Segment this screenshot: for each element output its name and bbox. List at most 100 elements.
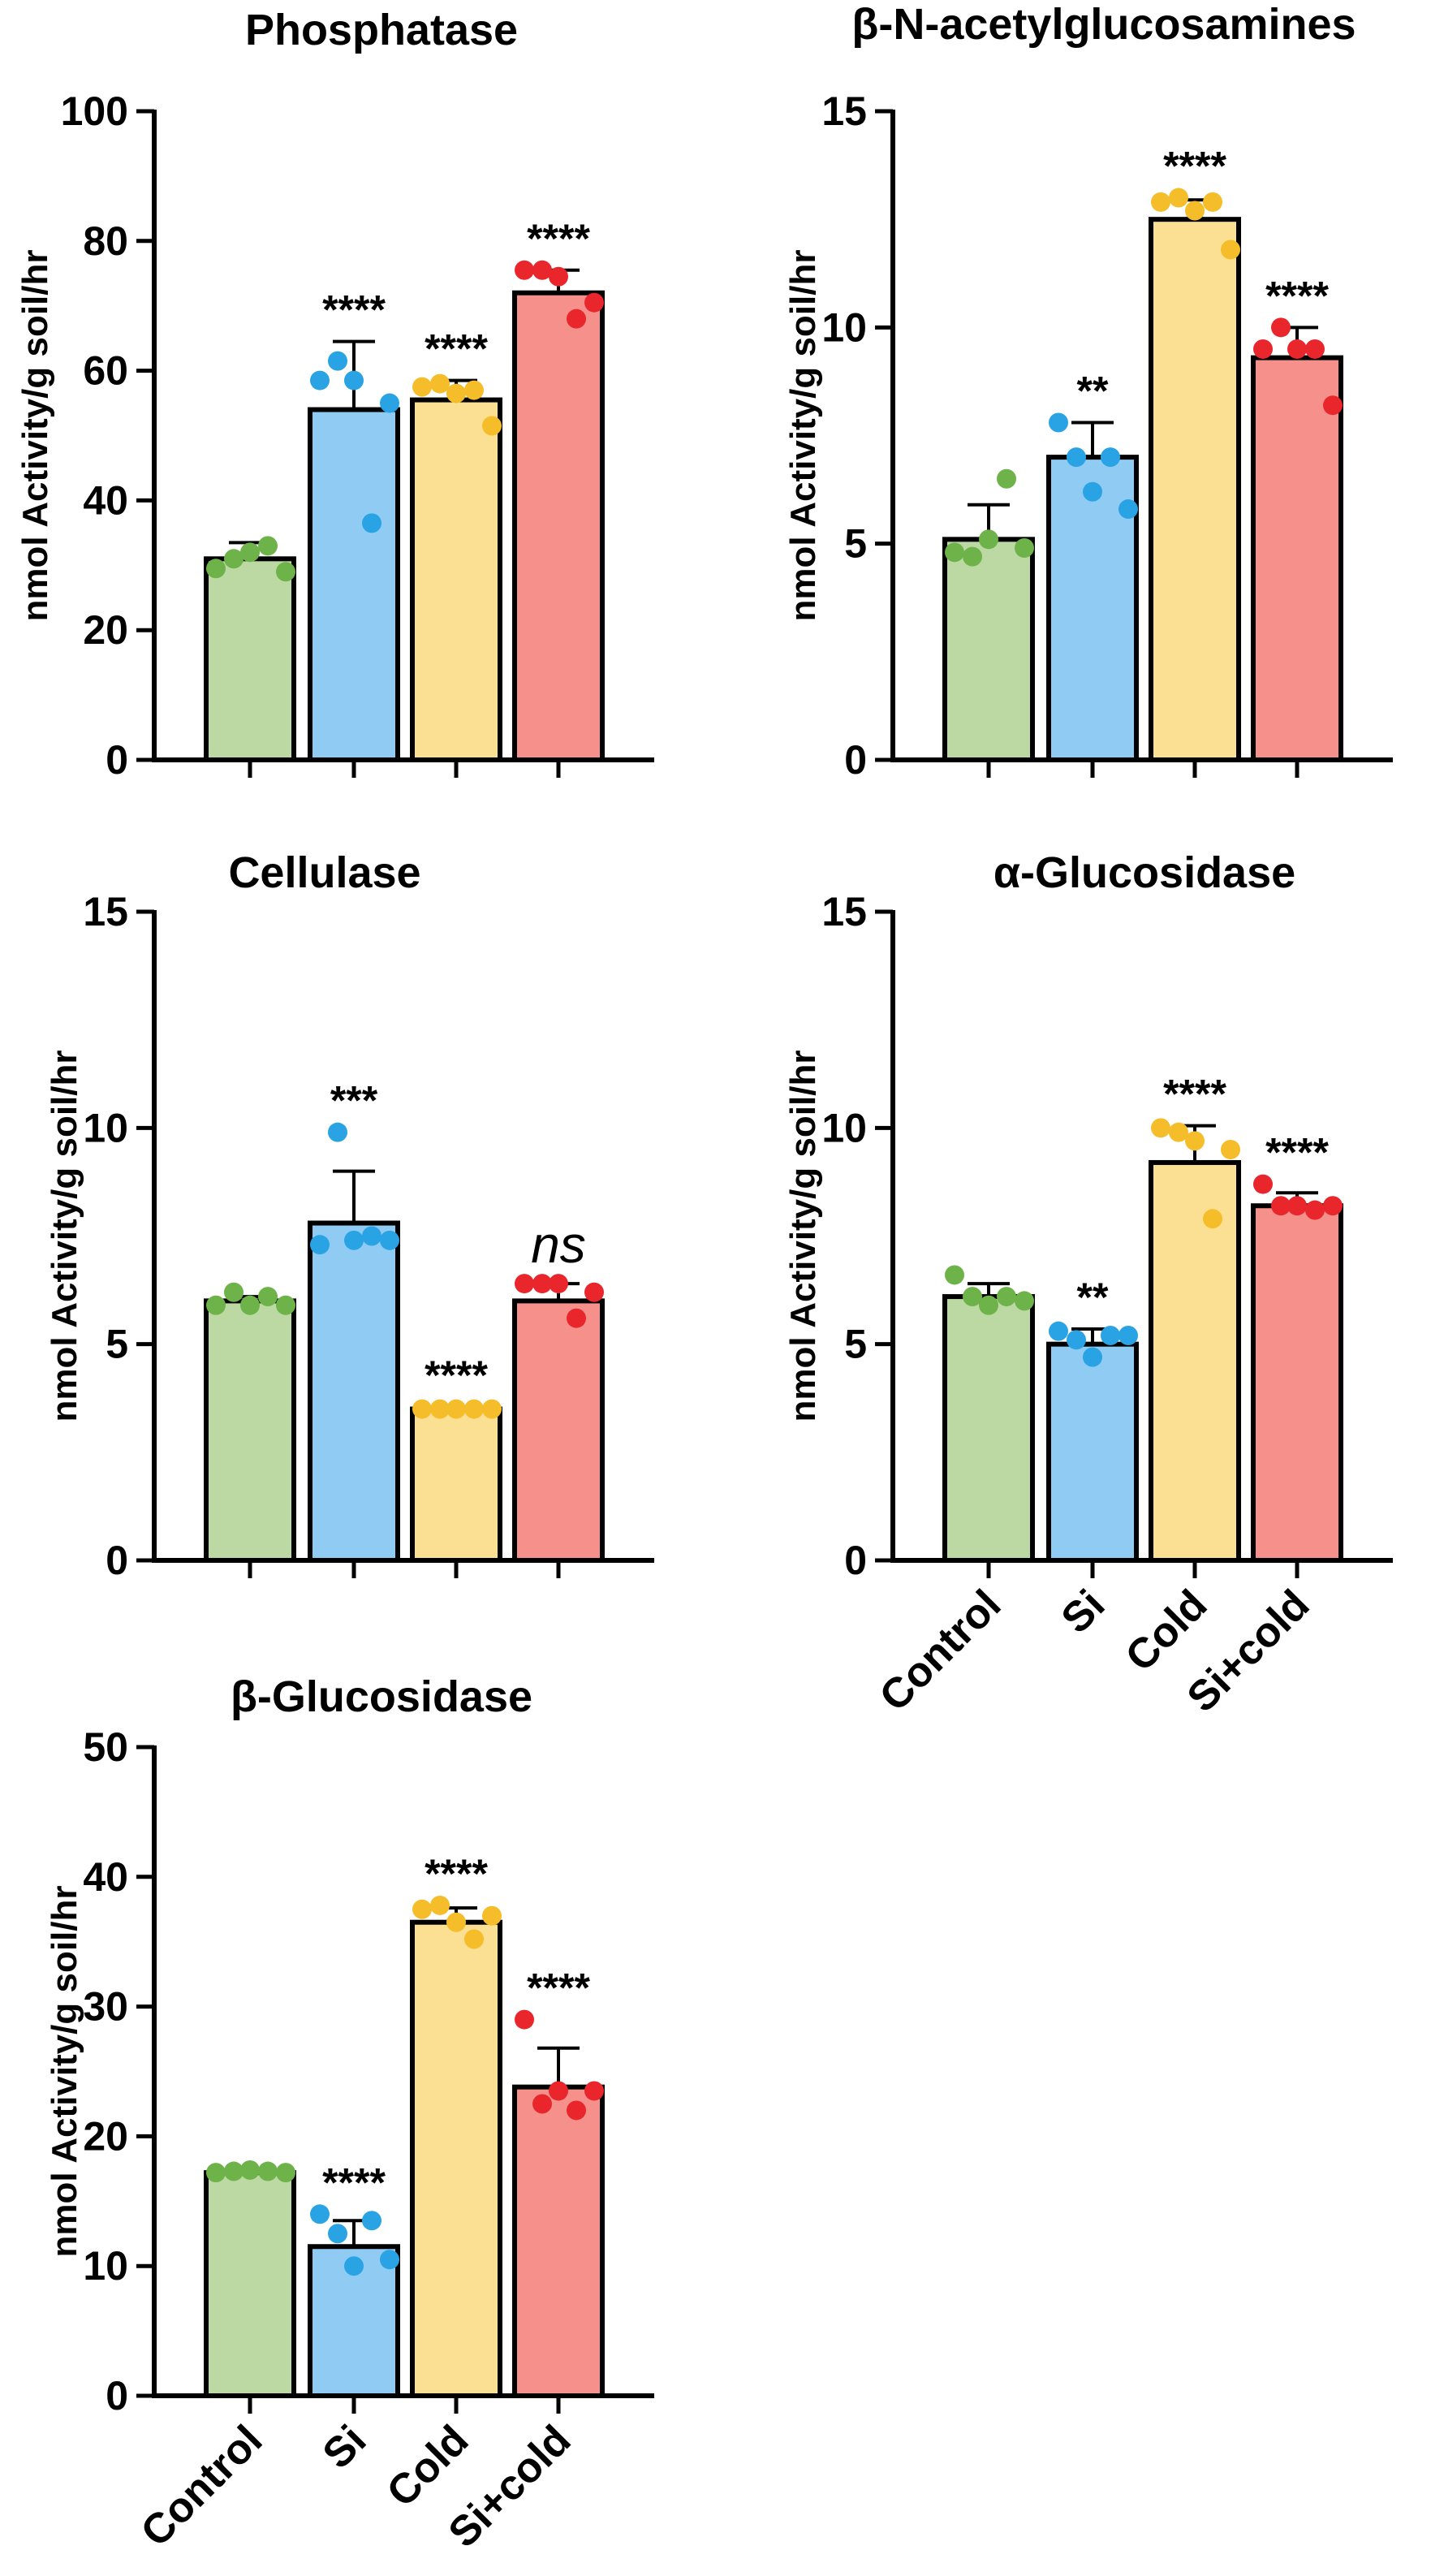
data-point [1253,1174,1273,1194]
data-point [224,2161,244,2181]
y-tick-label: 30 [83,1984,128,2030]
data-point [362,2211,381,2231]
bar-si-cold [512,2084,605,2399]
data-point [224,1282,244,1302]
x-tick-label: Control [132,2416,272,2556]
data-point [1067,1330,1086,1350]
data-point [1305,339,1325,359]
data-point [446,1912,466,1932]
y-tick-label: 60 [83,348,128,394]
bar-cold [1149,217,1241,762]
data-point [240,1295,260,1315]
significance-label: ns [531,1215,586,1274]
y-tick-label: 40 [83,1854,128,1900]
significance-label: **** [425,1851,488,1896]
data-point [380,1230,399,1250]
y-tick-label: 0 [106,2373,128,2419]
data-point [258,536,278,556]
data-point [412,1899,432,1919]
data-point [1271,1196,1291,1216]
y-axis-label: nmol Activity/g soil/hr [15,250,55,622]
data-point [430,1895,450,1915]
data-point [1067,447,1086,468]
y-tick-label: 5 [106,1322,128,1367]
data-point [412,1399,432,1419]
y-tick-label: 10 [83,1105,128,1150]
data-point [1305,1200,1325,1220]
y-tick-label: 15 [83,889,128,934]
data-point [380,2250,399,2270]
data-point [1083,481,1102,502]
data-point [549,2081,568,2101]
bar-cold [1149,1159,1241,1563]
data-point [567,309,586,329]
data-point [1323,395,1343,416]
data-point [997,1287,1016,1307]
significance-label: **** [1163,144,1226,189]
y-tick-label: 15 [821,889,867,934]
x-tick-label: Si [1053,1581,1114,1642]
data-point [310,370,330,390]
y-axis-label: nmol Activity/g soil/hr [45,1051,84,1422]
data-point [482,1905,502,1926]
y-tick-label: 15 [821,88,867,134]
significance-label: *** [330,1078,378,1124]
data-point [464,1929,484,1949]
chart-panel-2: β-N-acetylglucosamines nmol Activity/g so… [783,0,1393,783]
data-point [515,1274,534,1294]
data-point [532,2094,552,2114]
bar-cold [410,1406,502,1563]
data-point [584,292,604,313]
data-point [276,1295,295,1315]
data-point [328,351,347,371]
data-point [1049,1321,1068,1341]
significance-label: **** [527,1965,590,2011]
data-point [464,1399,484,1419]
y-tick-label: 5 [844,1322,867,1367]
data-point [224,549,244,569]
data-point [362,513,381,533]
y-axis-label: nmol Activity/g soil/hr [783,250,823,622]
bar-si-cold [1251,355,1343,762]
data-point [1287,1196,1307,1216]
data-point [963,546,982,567]
y-tick-label: 80 [83,218,128,264]
y-tick-label: 0 [106,1538,128,1583]
data-point [1203,192,1222,212]
data-point [380,393,399,413]
data-point [1015,1291,1034,1311]
data-point [1151,192,1170,212]
y-tick-label: 0 [106,737,128,783]
chart-title: β-N-acetylglucosamines [851,0,1356,49]
y-tick-label: 20 [83,2113,128,2159]
bar-cold [410,1919,502,2398]
bar-si [308,407,400,762]
data-point [1049,412,1068,433]
data-point [1185,201,1205,221]
bar-si [308,2244,400,2398]
data-point [584,2081,604,2101]
data-point [1015,537,1034,558]
x-tick-label: Control [871,1581,1011,1720]
bar-control [204,2170,296,2399]
significance-label: **** [322,287,386,333]
y-tick-label: 5 [844,521,867,567]
data-point [1221,1139,1240,1159]
significance-label: **** [1163,1072,1226,1117]
y-tick-label: 50 [83,1724,128,1770]
y-tick-label: 20 [83,607,128,653]
data-point [344,2256,364,2276]
data-point [276,562,295,582]
significance-label: **** [425,1353,488,1398]
bar-control [204,1298,296,1564]
significance-label: **** [1265,1130,1329,1176]
data-point [584,1282,604,1302]
data-point [446,383,466,403]
y-axis-label: nmol Activity/g soil/hr [783,1051,823,1422]
data-point [344,1230,364,1250]
data-point [328,1122,347,1142]
data-point [1101,447,1120,468]
data-point [1083,1347,1102,1367]
data-point [1221,239,1240,260]
